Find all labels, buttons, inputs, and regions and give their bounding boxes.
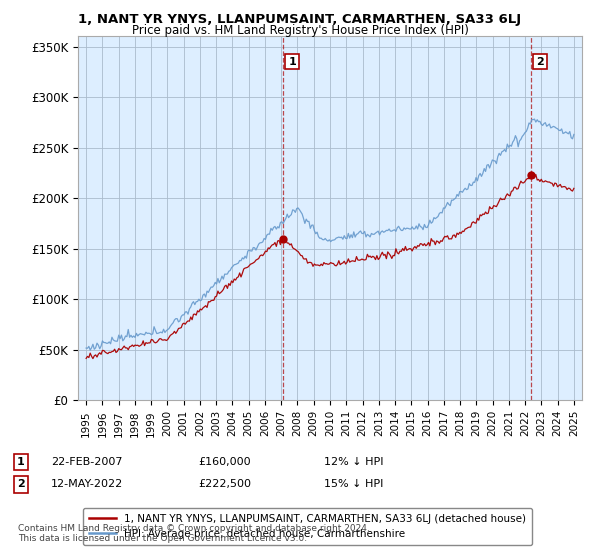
Text: 15% ↓ HPI: 15% ↓ HPI [324, 479, 383, 489]
Text: 12% ↓ HPI: 12% ↓ HPI [324, 457, 383, 467]
Text: Price paid vs. HM Land Registry's House Price Index (HPI): Price paid vs. HM Land Registry's House … [131, 24, 469, 37]
Text: £160,000: £160,000 [198, 457, 251, 467]
Text: 1: 1 [288, 57, 296, 67]
Text: 2: 2 [17, 479, 25, 489]
Text: 22-FEB-2007: 22-FEB-2007 [51, 457, 122, 467]
Text: £222,500: £222,500 [198, 479, 251, 489]
Text: 12-MAY-2022: 12-MAY-2022 [51, 479, 123, 489]
Text: 2: 2 [536, 57, 544, 67]
Text: 1: 1 [17, 457, 25, 467]
Text: Contains HM Land Registry data © Crown copyright and database right 2024.
This d: Contains HM Land Registry data © Crown c… [18, 524, 370, 543]
Text: 1, NANT YR YNYS, LLANPUMSAINT, CARMARTHEN, SA33 6LJ: 1, NANT YR YNYS, LLANPUMSAINT, CARMARTHE… [79, 13, 521, 26]
Legend: 1, NANT YR YNYS, LLANPUMSAINT, CARMARTHEN, SA33 6LJ (detached house), HPI: Avera: 1, NANT YR YNYS, LLANPUMSAINT, CARMARTHE… [83, 507, 532, 545]
